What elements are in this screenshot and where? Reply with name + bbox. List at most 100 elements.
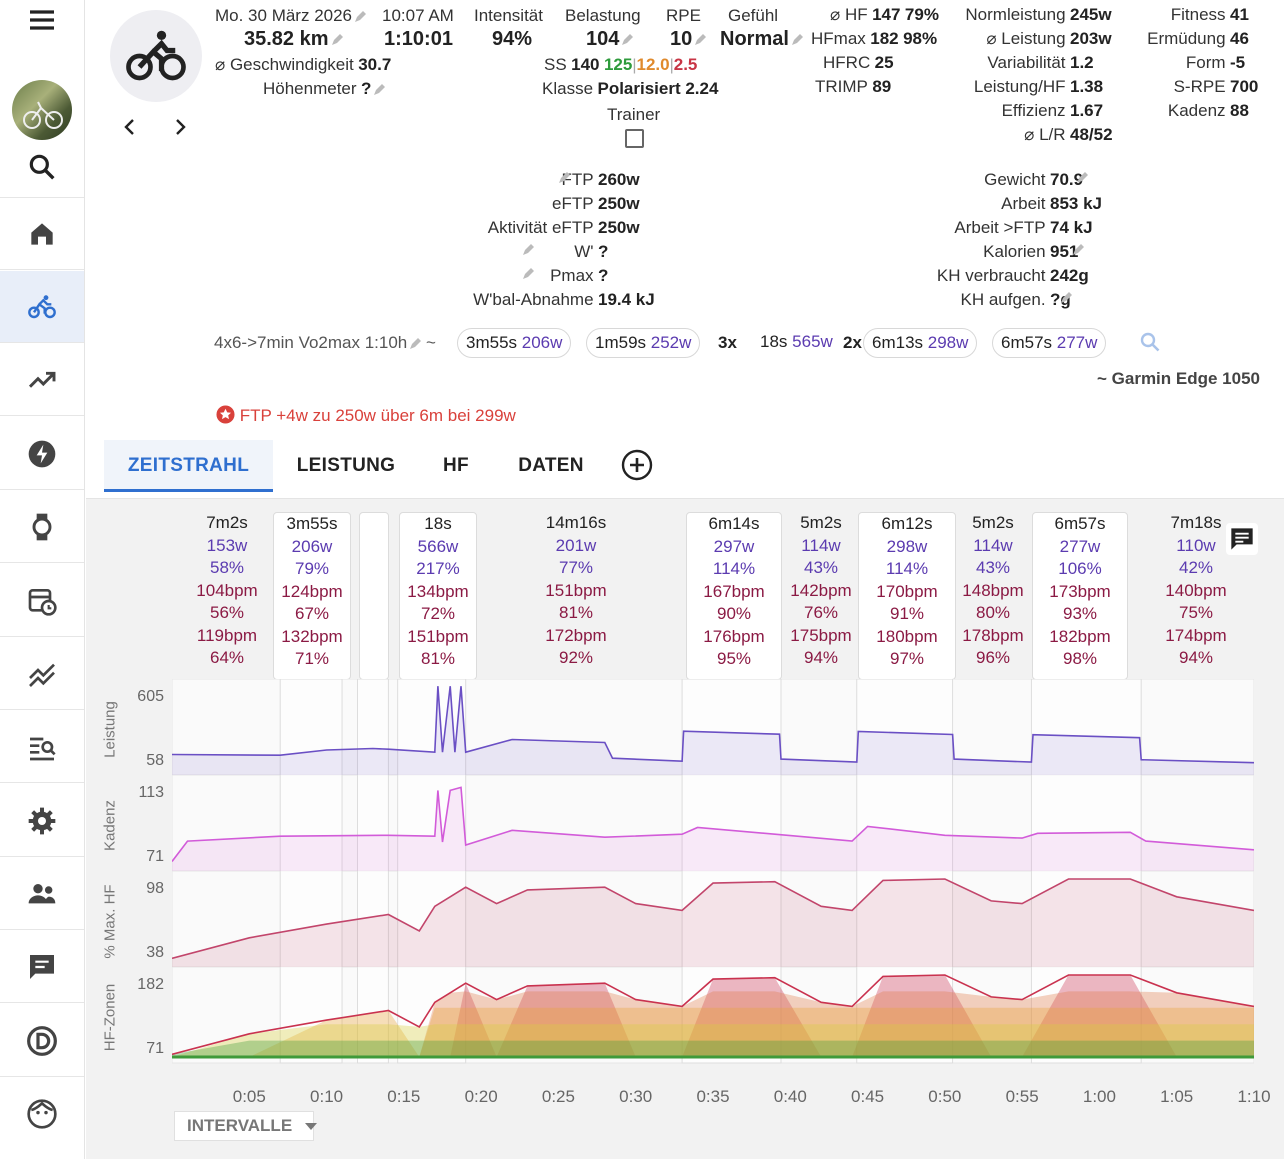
search-intervals-icon[interactable] (1138, 330, 1162, 354)
x-tick: 0:10 (310, 1087, 344, 1106)
prev-activity-button[interactable] (122, 117, 136, 142)
add-tab-icon[interactable] (621, 449, 653, 481)
x-tick: 1:10 (1237, 1087, 1271, 1106)
trainer-checkbox[interactable] (625, 129, 644, 148)
activity-distance[interactable]: 35.82 km (244, 28, 343, 51)
carbs-ingested[interactable]: KH aufgen. ?g (960, 290, 1071, 309)
calendar-clock-icon[interactable] (0, 565, 84, 637)
pmax[interactable]: Pmax ? (550, 266, 609, 285)
wprime-edit-icon[interactable] (522, 244, 534, 256)
interval-highlight[interactable] (856, 679, 954, 1064)
x-tick: 0:50 (928, 1087, 962, 1106)
sidebar-nav (0, 0, 85, 1159)
next-activity-button[interactable] (174, 117, 188, 142)
people-icon[interactable] (0, 858, 84, 930)
y-tick: 71 (146, 1040, 164, 1057)
interval-summary[interactable]: 6m12s 298w 114% 170bpm 91% 180bpm 97% (858, 512, 956, 680)
activity-duration: 1:10:01 (384, 28, 453, 50)
home-icon[interactable] (0, 198, 84, 270)
interval-highlight[interactable] (356, 679, 389, 1064)
star-badge-icon (216, 405, 235, 424)
tab-hr[interactable]: HF (443, 455, 469, 476)
intensity-value: 94% (492, 28, 533, 50)
hr-zone-fill (172, 1024, 1254, 1057)
series-line-hr-zones (172, 974, 1254, 1056)
w-prime[interactable]: W' ? (574, 242, 609, 261)
interval-chip[interactable]: 1m59s 252w (586, 328, 701, 358)
interval-summary[interactable]: 7m18s 110w 42% 140bpm 75% 174bpm 94% (1165, 513, 1227, 667)
search-list-icon[interactable] (0, 711, 84, 783)
tab-data[interactable]: DATEN (518, 455, 584, 476)
rpe-value[interactable]: 10 (670, 28, 707, 51)
x-tick: 0:05 (232, 1087, 266, 1106)
ftp-alert: FTP +4w zu 250w über 6m bei 299w (216, 405, 516, 426)
activity-bike-icon[interactable] (0, 271, 84, 343)
activity-name[interactable]: 4x6->7min Vo2max 1:10h ~ (214, 333, 436, 352)
x-tick: 0:40 (773, 1087, 807, 1106)
power-axis-label: Leistung (101, 701, 119, 758)
interval-chip[interactable]: 3m55s 206w (457, 328, 572, 358)
notes-button[interactable] (1226, 523, 1258, 555)
interval-chip[interactable]: 6m13s 298w (863, 328, 978, 358)
interval-summary[interactable]: 5m2s 114w 43% 148bpm 80% 178bpm 96% (962, 513, 1024, 667)
device-name: ~ Garmin Edge 1050 (1097, 369, 1260, 388)
interval-summary-collapsed[interactable] (359, 512, 389, 680)
trending-icon[interactable] (0, 344, 84, 416)
pmax-edit-icon[interactable] (522, 268, 534, 280)
feel-value[interactable]: Normal (720, 28, 803, 51)
watch-icon[interactable] (0, 491, 84, 563)
load-label: Belastung (565, 6, 641, 25)
chat-icon[interactable] (0, 931, 84, 1003)
interval-summary[interactable]: 18s 566w 217% 134bpm 72% 151bpm 81% (399, 512, 477, 680)
ftp[interactable]: FTP 260w (561, 170, 640, 189)
y-tick: 605 (137, 688, 164, 705)
face-icon[interactable] (0, 1078, 84, 1150)
interval-summary[interactable]: 6m57s 277w 106% 173bpm 93% 182bpm 98% (1032, 512, 1128, 680)
search-icon[interactable] (0, 136, 84, 198)
load-value[interactable]: 104 (586, 28, 634, 51)
y-tick: 38 (146, 944, 164, 961)
calories-edit-icon[interactable] (1072, 244, 1084, 256)
max-hr: HFmax 182 98% (811, 29, 938, 48)
x-tick: 0:20 (464, 1087, 498, 1106)
timeline-chart[interactable]: 7m2s 153w 58% 104bpm 56% 119bpm 64% 3m55s 206w 7… (86, 498, 1284, 1159)
interval-summary[interactable]: 6m14s 297w 114% 167bpm 90% 176bpm 95% (686, 512, 782, 680)
cadence: Kadenz 88 (1167, 101, 1249, 120)
series-line-hr (172, 878, 1254, 960)
interval-summary[interactable]: 7m2s 153w 58% 104bpm 56% 119bpm 64% (196, 513, 258, 667)
interval-highlight[interactable] (681, 679, 782, 1064)
tab-power[interactable]: LEISTUNG (296, 455, 396, 476)
carbs-edit-icon[interactable] (1060, 292, 1072, 304)
s-rpe: S-RPE 700 (1173, 77, 1259, 96)
weight-edit-icon[interactable] (1076, 172, 1088, 184)
metric-tracks[interactable] (172, 679, 1254, 1069)
interval-chip[interactable]: 18s 565w (760, 332, 833, 351)
interval-highlight[interactable] (1030, 679, 1142, 1064)
chip-multiplier: 2x (843, 333, 862, 352)
elevation[interactable]: Höhenmeter ? (263, 79, 386, 99)
avg-hr: ⌀ HF 147 79% (830, 5, 939, 24)
efficiency: Effizienz 1.67 (1001, 101, 1104, 120)
tab-timeline[interactable]: ZEITSTRAHL (104, 440, 273, 492)
weight[interactable]: Gewicht 70.9 (984, 170, 1084, 189)
interval-summary[interactable]: 3m55s 206w 79% 124bpm 67% 132bpm 71% (273, 512, 351, 680)
settings-gear-icon[interactable] (0, 785, 84, 857)
power-bolt-icon[interactable] (0, 418, 84, 490)
interval-summary[interactable]: 14m16s 201w 77% 151bpm 81% 172bpm 92% (545, 513, 607, 667)
calories[interactable]: Kalorien 951 (983, 242, 1079, 261)
interval-highlight[interactable] (279, 679, 343, 1064)
eftp: eFTP 250w (551, 194, 640, 213)
discord-icon[interactable] (0, 1005, 84, 1077)
compare-chart-icon[interactable] (0, 638, 84, 710)
ftp-edit-icon[interactable] (558, 172, 570, 184)
interval-chip[interactable]: 6m57s 277w (992, 328, 1107, 358)
interval-summary[interactable]: 5m2s 114w 43% 142bpm 76% 175bpm 94% (790, 513, 852, 667)
activity-date[interactable]: Mo. 30 März 2026 (215, 6, 367, 26)
intervals-dropdown[interactable]: INTERVALLE (174, 1111, 317, 1141)
form: Form -5 (1185, 53, 1246, 72)
work: Arbeit 853 kJ (1001, 194, 1102, 213)
menu-icon[interactable] (0, 0, 84, 40)
carbs-used: KH verbraucht 242g (936, 266, 1089, 285)
avatar[interactable] (12, 80, 72, 140)
x-tick: 1:05 (1160, 1087, 1194, 1106)
